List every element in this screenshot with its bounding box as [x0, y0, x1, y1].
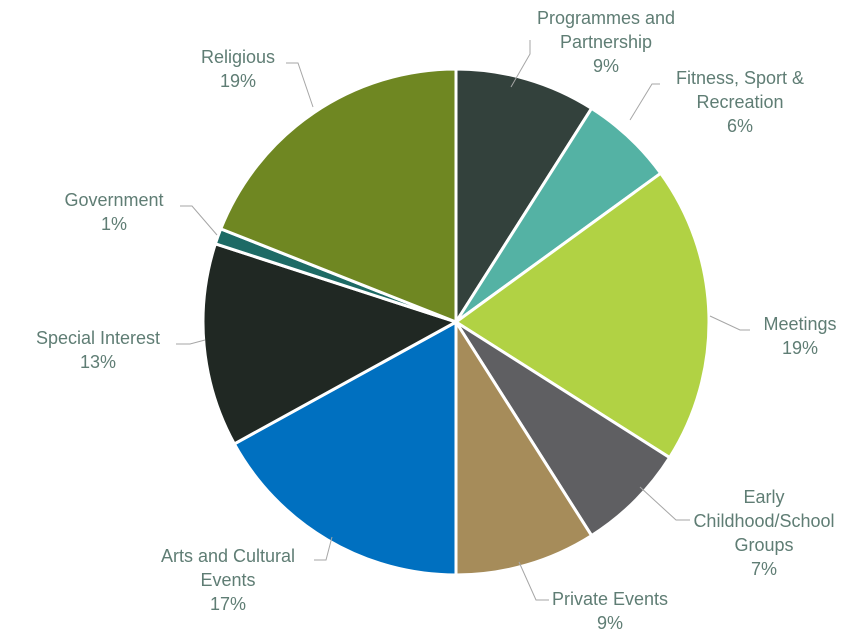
slice-name-line: Religious	[201, 47, 275, 67]
pie-slice-early-childhood-school-groups	[454, 320, 672, 538]
slice-label-special-interest: Special Interest 13%	[36, 328, 160, 372]
leader-line-fitness-sport-recreation	[629, 83, 660, 121]
slice-name-line: Events	[200, 570, 255, 590]
leader-line-special-interest	[176, 339, 206, 345]
pie-slice-special-interest	[201, 242, 458, 446]
slice-percent: 1%	[101, 214, 127, 234]
slice-name-line: Private Events	[552, 589, 668, 609]
slice-label-religious: Religious 19%	[201, 47, 275, 91]
slice-label-arts-and-cultural-events: Arts and Cultural Events 17%	[161, 546, 295, 614]
leader-line-programmes-and-partnership	[510, 40, 531, 88]
slice-label-government: Government 1%	[64, 190, 163, 234]
slice-percent: 6%	[727, 116, 753, 136]
pie-slice-arts-and-cultural-events	[232, 320, 458, 577]
slice-name-line: Arts and Cultural	[161, 546, 295, 566]
slice-label-fitness-sport-recreation: Fitness, Sport & Recreation 6%	[676, 68, 804, 136]
leader-line-early-childhood-school-groups	[639, 486, 690, 521]
pie-slices	[201, 67, 711, 577]
slice-name-line: Recreation	[696, 92, 783, 112]
pie-slice-programmes-and-partnership	[454, 67, 594, 324]
slice-percent: 19%	[220, 71, 256, 91]
slice-label-meetings: Meetings 19%	[763, 314, 836, 358]
pie-slice-religious	[219, 67, 458, 324]
slice-percent: 9%	[597, 613, 623, 633]
leader-line-meetings	[709, 315, 750, 331]
slice-name-line: Special Interest	[36, 328, 160, 348]
slice-percent: 19%	[782, 338, 818, 358]
slice-name-line: Groups	[734, 535, 793, 555]
slice-percent: 9%	[593, 56, 619, 76]
slice-name-line: Early	[743, 487, 784, 507]
leader-line-private-events	[518, 561, 549, 601]
slice-name-line: Programmes and	[537, 8, 675, 28]
slice-name-line: Partnership	[560, 32, 652, 52]
slice-percent: 17%	[210, 594, 246, 614]
slice-label-early-childhood-school-groups: Early Childhood/School Groups 7%	[693, 487, 834, 579]
leader-line-government	[180, 205, 218, 236]
pie-slice-meetings	[454, 171, 711, 460]
slice-name-line: Government	[64, 190, 163, 210]
leader-line-religious	[286, 62, 314, 108]
slice-name-line: Fitness, Sport &	[676, 68, 804, 88]
slice-name-line: Meetings	[763, 314, 836, 334]
leader-lines	[176, 40, 750, 601]
slice-name-line: Childhood/School	[693, 511, 834, 531]
slice-percent: 7%	[751, 559, 777, 579]
pie-slice-private-events	[454, 320, 594, 577]
slice-percent: 13%	[80, 352, 116, 372]
slice-labels: Programmes and Partnership 9% Fitness, Spor…	[36, 8, 837, 633]
leader-line-arts-and-cultural-events	[314, 536, 333, 561]
slice-label-programmes-and-partnership: Programmes and Partnership 9%	[537, 8, 675, 76]
slice-label-private-events: Private Events 9%	[552, 589, 668, 633]
